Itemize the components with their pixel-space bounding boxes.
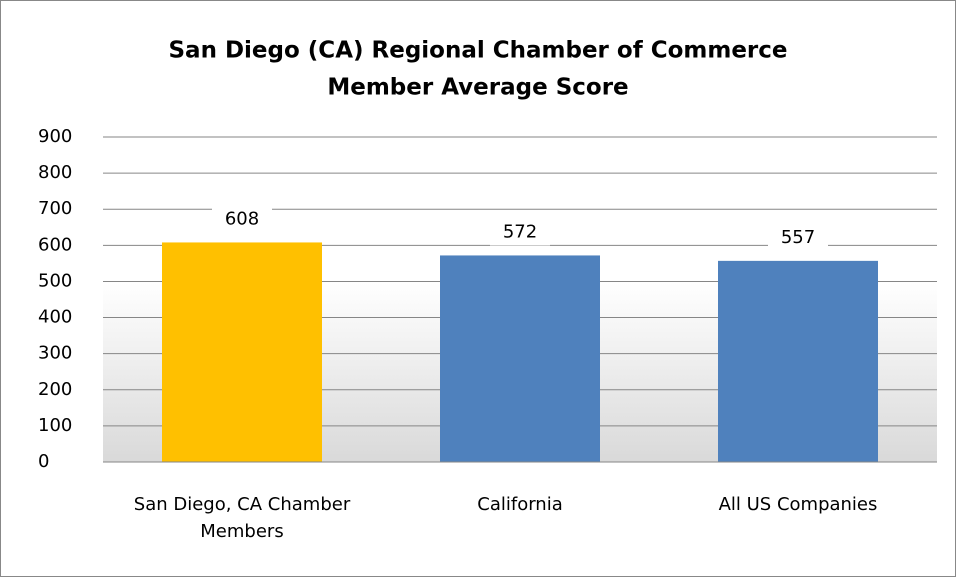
y-tick-label: 300 <box>38 343 72 364</box>
data-label: 608 <box>225 208 259 229</box>
y-tick-label: 800 <box>38 162 72 183</box>
bar <box>440 255 600 462</box>
data-label-bg <box>212 204 272 233</box>
y-tick-label: 400 <box>38 307 72 328</box>
x-tick-label: All US Companies <box>718 494 878 515</box>
x-tick-label: San Diego, CA Chamber Members <box>133 494 351 542</box>
y-tick-label: 0 <box>38 451 49 472</box>
y-tick-label: 500 <box>38 270 72 291</box>
x-tick-label: California <box>477 494 563 515</box>
data-label: 572 <box>503 221 537 242</box>
data-label-bg <box>768 222 828 251</box>
data-label-bg <box>490 217 550 246</box>
bar <box>718 260 878 462</box>
y-tick-label: 600 <box>38 234 72 255</box>
y-tick-label: 700 <box>38 198 72 219</box>
chart-title: San Diego (CA) Regional Chamber of Comme… <box>168 38 787 64</box>
y-tick-label: 900 <box>38 126 72 147</box>
data-label: 557 <box>781 227 815 248</box>
y-tick-label: 100 <box>38 415 72 436</box>
chart-title: Member Average Score <box>327 75 628 101</box>
bar <box>162 242 322 462</box>
y-tick-label: 200 <box>38 379 72 400</box>
